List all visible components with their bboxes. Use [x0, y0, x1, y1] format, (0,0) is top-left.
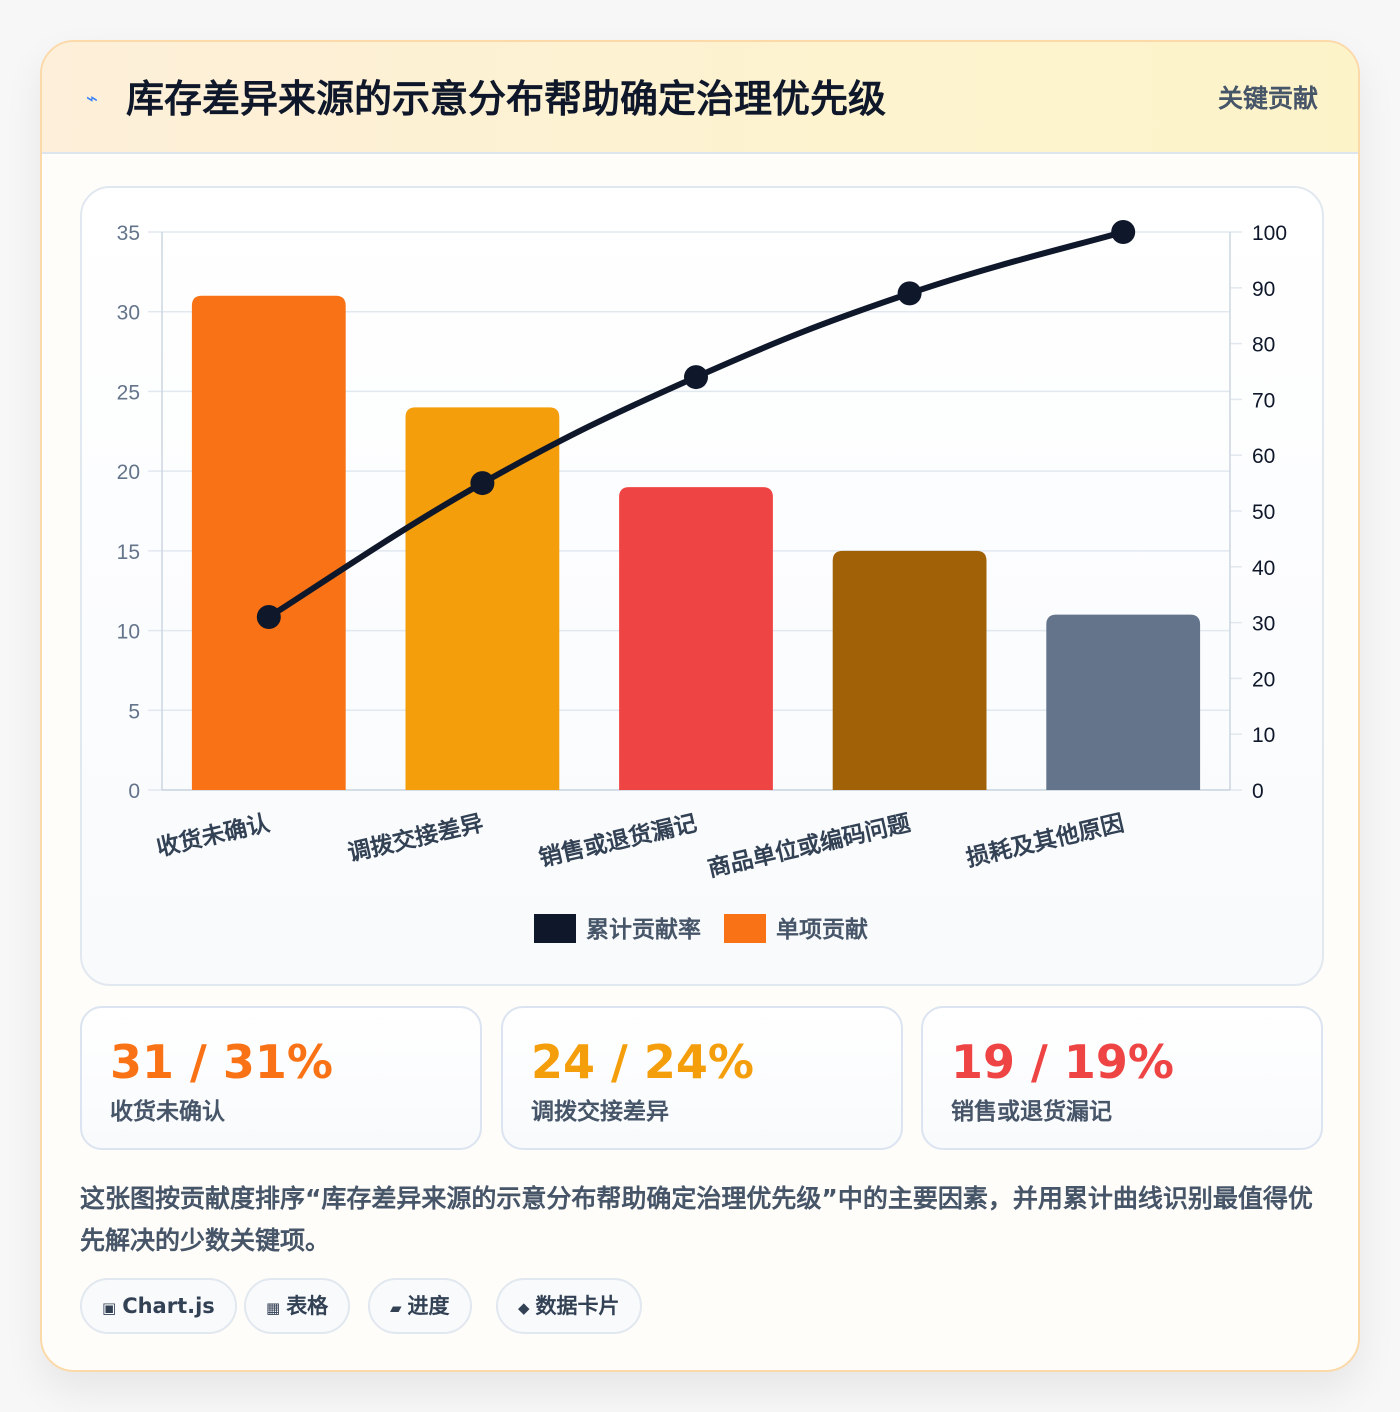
x-axis-tick-label: 调拨交接差异	[345, 810, 485, 866]
right-axis-tick-label: 40	[1252, 557, 1275, 580]
chart-panel: 0 5 10 15 20 25 30 35 0 10 20 30 40 50 60 70 80 90 100 收货未确…	[80, 186, 1324, 986]
cumulative-point	[1111, 220, 1136, 244]
cumulative-point	[684, 365, 708, 390]
stat-label: 调拨交接差异	[531, 1099, 669, 1125]
bar	[405, 407, 560, 790]
chip-chartjs[interactable]: ▣ Chart.js	[80, 1278, 237, 1334]
report-card: ⌁ 库存差异来源的示意分布帮助确定治理优先级 关键贡献 0 5 10 15 20 25 30…	[40, 40, 1360, 1372]
left-axis-tick-label: 35	[117, 222, 140, 245]
chip-progress[interactable]: ▰ 进度	[368, 1278, 472, 1334]
right-axis-tick-label: 100	[1252, 222, 1287, 245]
table-icon: ▦	[266, 1299, 281, 1317]
bar	[832, 550, 987, 790]
stat-value: 19 / 19%	[951, 1035, 1174, 1089]
chip-table[interactable]: ▦ 表格	[244, 1278, 351, 1334]
stat-label: 销售或退货漏记	[951, 1099, 1112, 1125]
right-axis-tick-label: 70	[1252, 389, 1275, 412]
stat-card-1: 31 / 31% 收货未确认	[80, 1006, 482, 1150]
right-axis-tick-label: 10	[1252, 724, 1275, 747]
bar	[1046, 614, 1201, 790]
chip-label: 表格	[286, 1294, 329, 1318]
chart-description: 这张图按贡献度排序“库存差异来源的示意分布帮助确定治理优先级”中的主要因素，并用…	[80, 1184, 1313, 1255]
chip-label: 进度	[407, 1294, 450, 1318]
legend-label: 累计贡献率	[586, 916, 701, 942]
right-axis-tick-label: 90	[1252, 278, 1275, 301]
left-axis-tick-label: 10	[117, 621, 140, 644]
progress-icon: ▰	[390, 1299, 402, 1317]
stat-card-3: 19 / 19% 销售或退货漏记	[921, 1006, 1323, 1150]
left-axis-tick-label: 0	[128, 780, 140, 803]
chip-data-cards[interactable]: ◆ 数据卡片	[496, 1278, 642, 1334]
x-axis-tick-label: 收货未确认	[154, 810, 272, 861]
legend-label: 单项贡献	[776, 916, 868, 942]
left-axis-tick-label: 5	[128, 700, 140, 723]
right-axis-tick-label: 30	[1252, 613, 1275, 636]
stat-value: 24 / 24%	[531, 1035, 754, 1089]
cumulative-point	[897, 281, 922, 306]
page-title: 库存差异来源的示意分布帮助确定治理优先级	[126, 77, 887, 121]
chip-label: Chart.js	[122, 1294, 215, 1318]
x-axis-tick-label: 损耗及其他原因	[964, 810, 1127, 872]
right-axis-tick-label: 60	[1252, 445, 1275, 468]
right-axis-tick-label: 20	[1252, 668, 1275, 691]
lightning-icon: ⌁	[86, 86, 99, 110]
left-axis-tick-label: 15	[117, 541, 140, 564]
right-axis-tick-label: 80	[1252, 334, 1275, 357]
legend-swatch	[534, 914, 576, 943]
cumulative-point	[256, 605, 281, 630]
cumulative-point	[470, 471, 495, 496]
legend-swatch	[724, 914, 766, 943]
pareto-chart: 0 5 10 15 20 25 30 35 0 10 20 30 40 50 60 70 80 90 100 收货未确…	[117, 220, 1287, 943]
right-axis-tick-label: 0	[1252, 780, 1264, 803]
x-axis-tick-label: 销售或退货漏记	[536, 810, 699, 872]
right-axis-tick-label: 50	[1252, 501, 1275, 524]
stat-label: 收货未确认	[110, 1099, 225, 1125]
left-axis-tick-label: 25	[117, 381, 140, 404]
header-badge: 关键贡献	[1217, 84, 1318, 113]
bar	[191, 295, 346, 790]
left-axis-tick-label: 20	[117, 461, 140, 484]
x-axis-tick-label: 商品单位或编码问题	[705, 810, 913, 882]
card-header: ⌁ 库存差异来源的示意分布帮助确定治理优先级 关键贡献	[42, 42, 1358, 154]
left-axis-tick-label: 30	[117, 302, 140, 325]
chip-label: 数据卡片	[535, 1294, 620, 1318]
diamond-icon: ◆	[518, 1299, 530, 1317]
chart-icon: ▣	[102, 1299, 117, 1317]
stat-card-2: 24 / 24% 调拨交接差异	[501, 1006, 903, 1150]
bar	[619, 487, 773, 790]
stat-value: 31 / 31%	[110, 1035, 333, 1089]
